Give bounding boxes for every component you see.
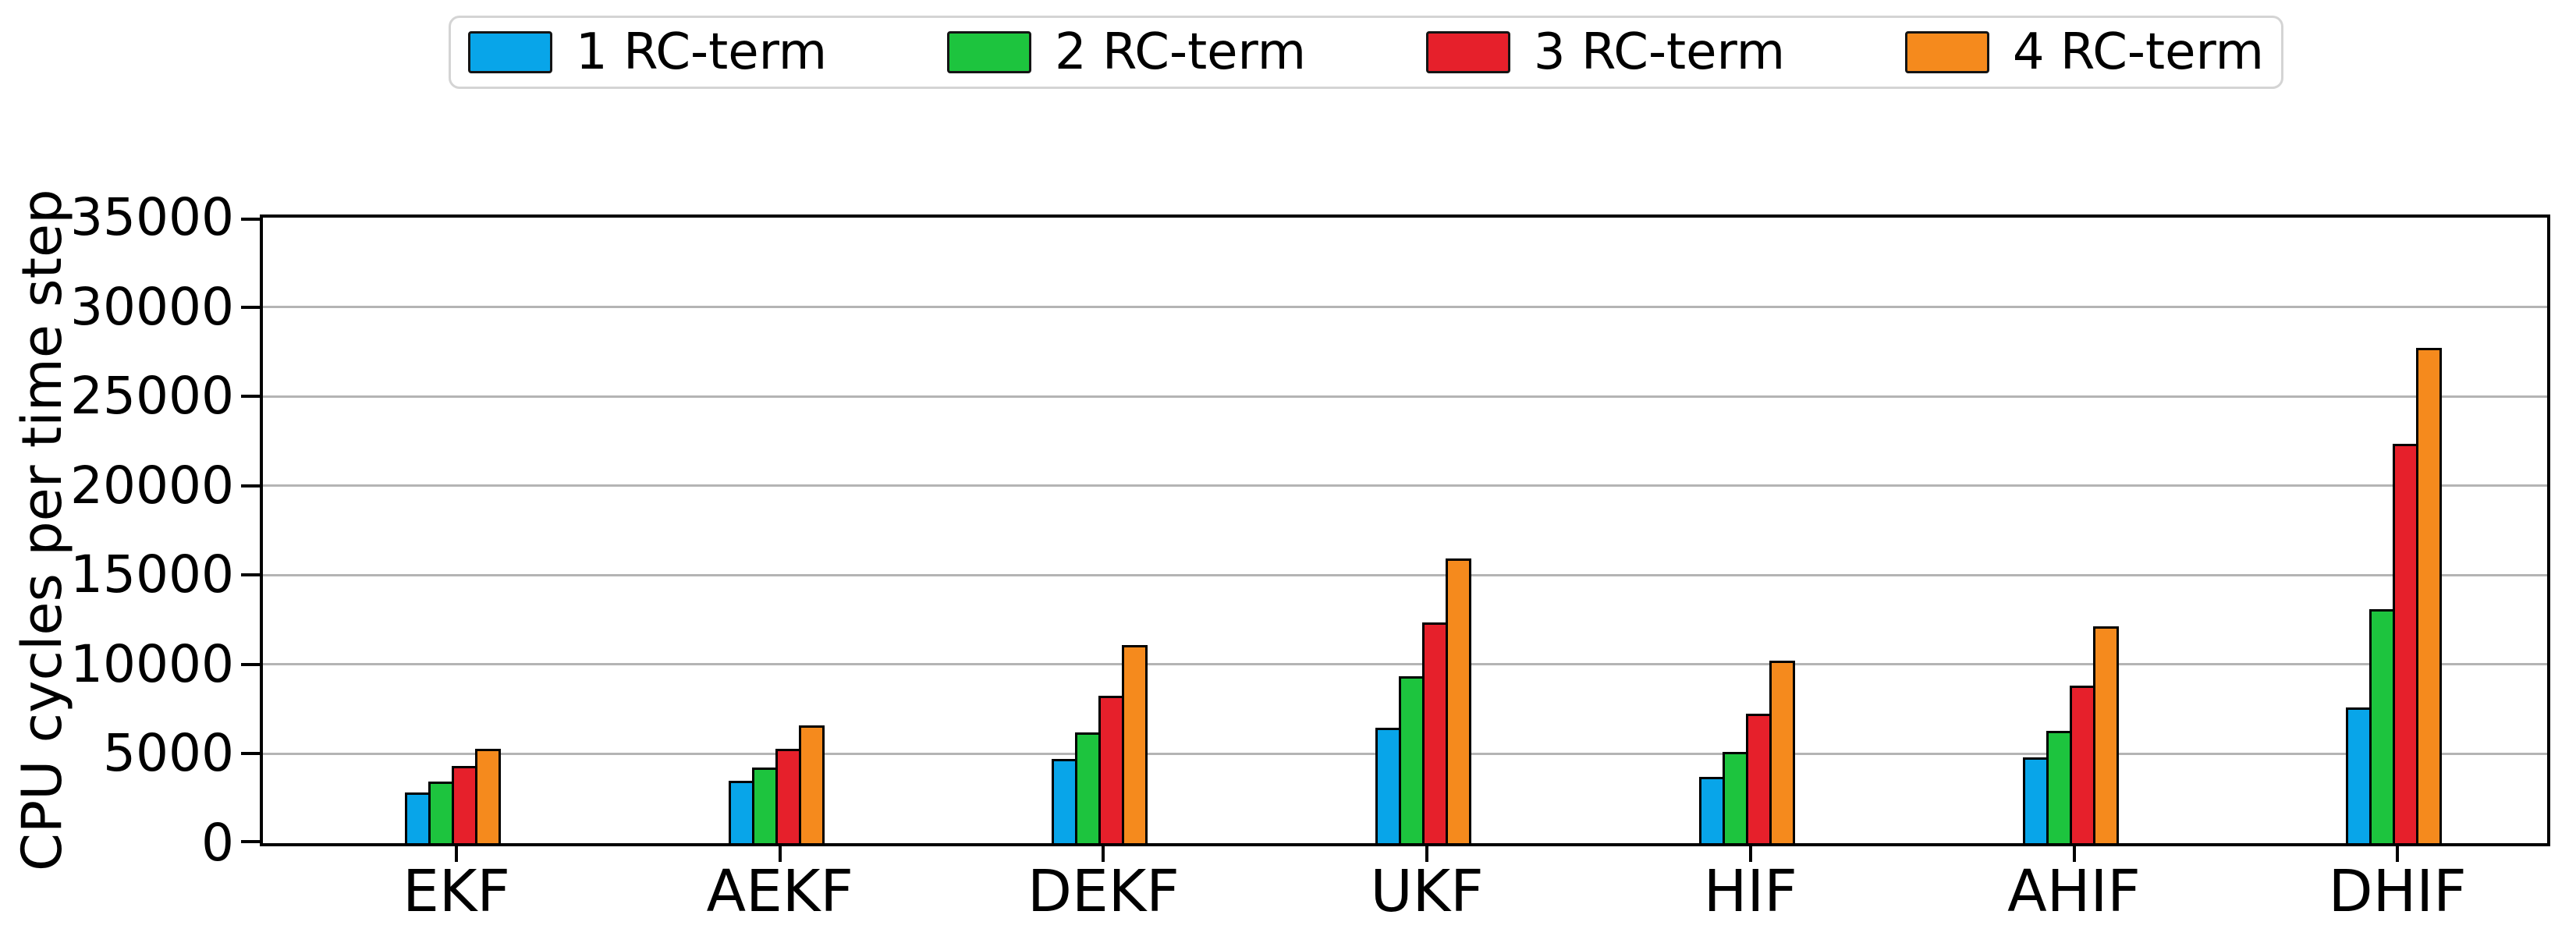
bar-aekf-2-rc-term — [751, 768, 778, 843]
y-tick-label-0: 0 — [201, 813, 234, 873]
y-tick-10000 — [241, 662, 260, 666]
x-tick-ekf — [455, 843, 458, 862]
bar-aekf-4-rc-term — [798, 725, 825, 843]
legend-entry-3-rc-term: 3 RC-term — [1425, 23, 1786, 81]
y-tick-label-10000: 10000 — [70, 633, 234, 694]
bar-dhif-2-rc-term — [2369, 609, 2396, 843]
bar-ukf-3-rc-term — [1422, 622, 1449, 843]
bar-hif-3-rc-term — [1745, 714, 1772, 843]
legend-entry-2-rc-term: 2 RC-term — [946, 23, 1307, 81]
bar-dhif-1-rc-term — [2346, 707, 2372, 843]
y-tick-20000 — [241, 484, 260, 488]
legend-entry-4-rc-term: 4 RC-term — [1904, 23, 2264, 81]
bar-dekf-1-rc-term — [1052, 759, 1078, 843]
x-tick-ukf — [1425, 843, 1429, 862]
legend-label: 4 RC-term — [2012, 23, 2264, 81]
bar-group-ahif — [2022, 626, 2126, 843]
bar-aekf-1-rc-term — [728, 781, 754, 843]
gridline-25000 — [263, 395, 2547, 398]
gridline-20000 — [263, 484, 2547, 488]
bar-dekf-4-rc-term — [1122, 645, 1148, 843]
bar-ukf-4-rc-term — [1446, 558, 1472, 843]
y-tick-30000 — [241, 305, 260, 309]
bar-group-ukf — [1375, 558, 1478, 843]
bar-hif-2-rc-term — [1722, 752, 1748, 843]
x-tick-aekf — [778, 843, 782, 862]
y-tick-25000 — [241, 395, 260, 399]
legend-entry-1-rc-term: 1 RC-term — [468, 27, 827, 77]
plot-inner — [263, 218, 2547, 843]
y-tick-label-20000: 20000 — [70, 455, 234, 516]
legend-label: 1 RC-term — [576, 23, 828, 81]
legend-swatch-icon — [468, 31, 552, 73]
x-tick-label-hif: HIF — [1703, 858, 1797, 925]
x-tick-dhif — [2396, 843, 2400, 862]
y-tick-label-15000: 15000 — [70, 544, 234, 605]
x-tick-label-ekf: EKF — [403, 858, 510, 925]
bar-ekf-2-rc-term — [428, 782, 454, 843]
bar-aekf-3-rc-term — [775, 749, 801, 843]
y-tick-0 — [241, 840, 260, 843]
bar-ukf-1-rc-term — [1375, 728, 1402, 843]
bar-dhif-3-rc-term — [2393, 444, 2419, 843]
bar-hif-4-rc-term — [1769, 661, 1795, 843]
bar-group-ekf — [405, 749, 508, 843]
x-tick-label-ahif: AHIF — [2007, 858, 2141, 925]
x-tick-label-aekf: AEKF — [706, 858, 853, 925]
bar-ahif-2-rc-term — [2046, 731, 2072, 843]
bar-dhif-4-rc-term — [2416, 348, 2443, 843]
gridline-30000 — [263, 306, 2547, 309]
bar-ahif-1-rc-term — [2022, 757, 2049, 843]
y-tick-label-25000: 25000 — [70, 366, 234, 427]
x-tick-dekf — [1102, 843, 1105, 862]
bar-ekf-4-rc-term — [475, 749, 501, 843]
x-tick-label-dekf: DEKF — [1027, 858, 1180, 925]
bar-ekf-3-rc-term — [452, 766, 477, 843]
y-tick-label-35000: 35000 — [70, 187, 234, 247]
bar-group-hif — [1698, 661, 1802, 843]
x-tick-label-dhif: DHIF — [2328, 858, 2467, 925]
legend-label: 3 RC-term — [1533, 23, 1786, 81]
legend-label: 2 RC-term — [1054, 23, 1307, 81]
x-tick-hif — [1748, 843, 1752, 862]
bar-ahif-4-rc-term — [2092, 626, 2119, 843]
y-tick-35000 — [241, 218, 260, 221]
bar-group-dhif — [2346, 348, 2449, 843]
legend-swatch-icon — [1425, 31, 1510, 73]
plot-area — [260, 214, 2550, 846]
legend: 1 RC-term 2 RC-term 3 RC-term 4 RC-term — [449, 16, 2283, 89]
bar-ukf-2-rc-term — [1399, 676, 1425, 843]
gridline-10000 — [263, 663, 2547, 666]
bar-ekf-1-rc-term — [405, 792, 431, 843]
legend-swatch-icon — [1904, 31, 1989, 73]
gridline-15000 — [263, 573, 2547, 576]
y-tick-label-5000: 5000 — [103, 723, 234, 784]
y-tick-15000 — [241, 573, 260, 577]
x-tick-ahif — [2072, 843, 2076, 862]
bar-hif-1-rc-term — [1698, 777, 1725, 843]
bar-dekf-3-rc-term — [1098, 696, 1125, 843]
legend-swatch-icon — [946, 31, 1031, 73]
bar-dekf-2-rc-term — [1075, 732, 1102, 843]
bar-ahif-3-rc-term — [2069, 686, 2095, 843]
y-tick-label-30000: 30000 — [70, 276, 234, 337]
bar-group-dekf — [1052, 645, 1155, 843]
bar-group-aekf — [728, 725, 832, 843]
x-tick-label-ukf: UKF — [1370, 858, 1484, 925]
y-tick-5000 — [241, 752, 260, 756]
